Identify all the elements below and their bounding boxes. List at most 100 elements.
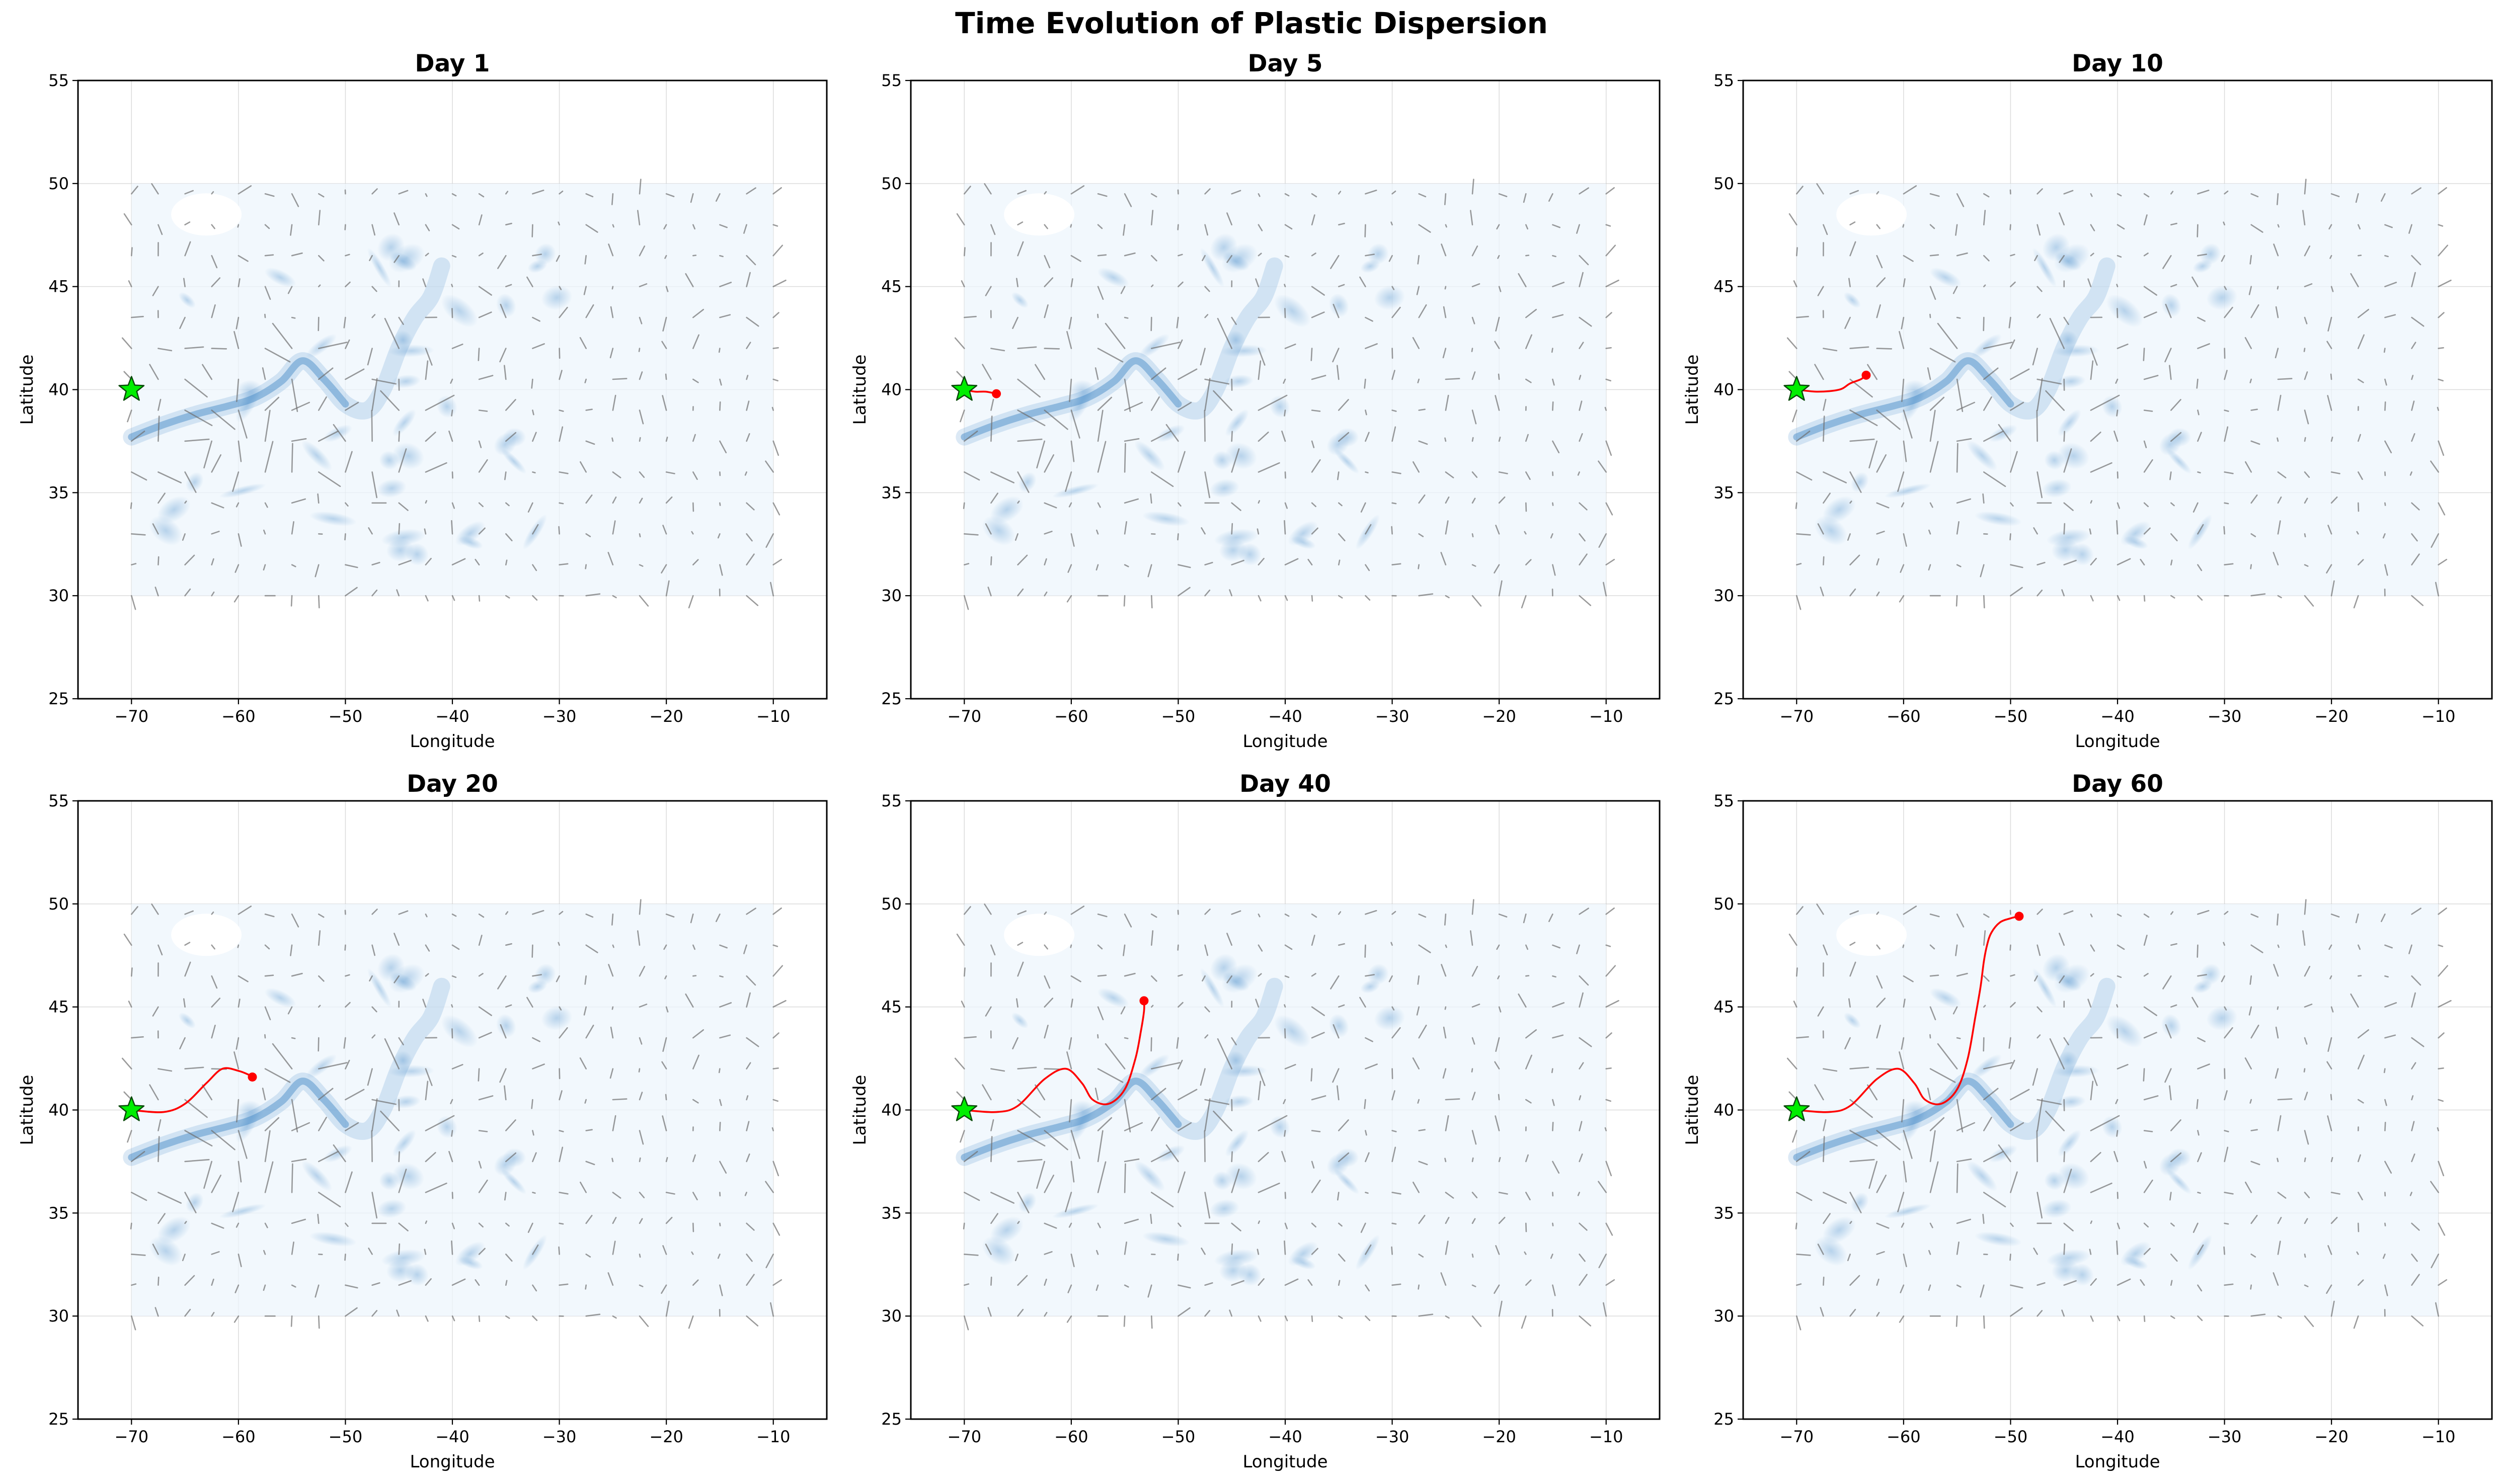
current-vector-arrow (2380, 914, 2386, 922)
current-vector-arrow (291, 1158, 307, 1163)
current-vector-arrow (746, 433, 750, 442)
current-vector-arrow (1786, 337, 1797, 349)
current-vector-arrow (127, 1130, 132, 1143)
current-vector-arrow (1231, 448, 1240, 473)
current-eddy (2042, 478, 2072, 498)
current-vector-arrow (2350, 994, 2359, 1008)
current-vector-arrow (1204, 944, 1208, 956)
current-eddy (2200, 243, 2221, 265)
current-vector-arrow (1284, 409, 1286, 417)
current-vector-arrow (1213, 390, 1232, 411)
current-vector-arrow (1307, 558, 1313, 565)
current-vector-arrow (661, 1284, 667, 1294)
current-vector-arrow (2090, 193, 2093, 197)
current-vector-arrow (771, 1127, 774, 1131)
current-vector-arrow (2357, 944, 2361, 950)
release-point-star (118, 376, 145, 401)
current-vector-arrow (2117, 558, 2131, 565)
current-vector-arrow (1598, 460, 1607, 473)
current-vector-arrow (1876, 304, 1881, 318)
current-vector-arrow (1445, 595, 1450, 599)
current-vector-arrow (719, 1002, 732, 1008)
current-vector-arrow (422, 999, 427, 1008)
current-vector-arrow (532, 910, 544, 915)
current-vector-arrow (2010, 401, 2024, 411)
current-vector-arrow (371, 286, 377, 292)
current-vector-arrow (719, 1161, 727, 1174)
current-vector-arrow (2435, 1302, 2440, 1317)
current-vector-arrow (2411, 1153, 2415, 1163)
current-vector-arrow (2037, 471, 2043, 499)
current-vector-arrow (2330, 1006, 2334, 1013)
current-eddy (379, 1171, 400, 1190)
current-vector-arrow (2224, 1090, 2228, 1101)
y-tick-label: 35 (1713, 483, 1734, 502)
current-vector-arrow (1786, 1057, 1797, 1069)
x-tick-label: −20 (649, 1427, 683, 1446)
current-vector-arrow (2384, 255, 2389, 258)
current-vector-arrow (2330, 496, 2338, 504)
current-vector-arrow (2411, 595, 2424, 606)
current-vector-arrow (1552, 440, 1560, 454)
current-vector-arrow (2090, 944, 2095, 952)
y-axis-label: Latitude (850, 355, 870, 425)
current-vector-arrow (612, 595, 617, 599)
current-vector-arrow (290, 944, 293, 956)
current-vector-arrow (2330, 471, 2340, 474)
current-vector-arrow (2438, 244, 2449, 257)
current-vector-arrow (202, 1084, 213, 1101)
current-vector-arrow (1284, 595, 1288, 601)
current-vector-arrow (1204, 1282, 1213, 1286)
current-eddy (2200, 963, 2221, 985)
current-vector-arrow (1017, 1308, 1024, 1317)
current-eddy (1219, 1259, 1247, 1282)
x-tick-label: −50 (329, 1427, 363, 1446)
current-vector-arrow (1284, 1130, 1286, 1137)
current-vector-arrow (211, 255, 218, 269)
current-vector-arrow (1337, 1085, 1340, 1101)
current-vector-arrow (1097, 348, 1124, 363)
current-vector-arrow (2304, 409, 2309, 425)
current-vector-arrow (1069, 378, 1072, 402)
current-vector-arrow (1202, 255, 1206, 262)
current-vector-arrow (2249, 378, 2252, 383)
current-vector-arrow (1525, 471, 1531, 480)
current-vector-arrow (1496, 224, 1500, 230)
current-vector-arrow (184, 554, 195, 565)
current-vector-arrow (527, 1222, 533, 1233)
current-vector-arrow (2357, 334, 2365, 349)
current-vector-arrow (1525, 559, 1532, 565)
current-vector-arrow (584, 255, 587, 265)
current-vector-arrow (639, 1092, 643, 1101)
current-vector-arrow (2223, 221, 2225, 226)
current-vector-arrow (987, 587, 992, 597)
current-vector-arrow (2090, 973, 2094, 977)
current-vector-arrow (505, 1004, 512, 1008)
current-eddy (1334, 448, 1360, 474)
current-vector-arrow (264, 944, 270, 950)
current-vector-arrow (964, 967, 966, 977)
current-vector-arrow (1849, 1159, 1875, 1163)
current-vector-arrow (2197, 189, 2210, 195)
current-vector-arrow (2037, 224, 2041, 236)
current-vector-arrow (1876, 502, 1890, 509)
current-vector-arrow (1899, 595, 1905, 603)
current-vector-arrow (291, 1284, 296, 1288)
current-eddy (1212, 1171, 1232, 1190)
y-tick-label: 50 (1713, 894, 1734, 914)
current-jet-glow (956, 977, 1283, 1166)
current-vector-arrow (345, 587, 358, 597)
current-vector-arrow (2277, 224, 2280, 228)
current-vector-arrow (1471, 409, 1477, 425)
current-vector-arrow (2250, 304, 2259, 318)
current-vector-arrow (1901, 1222, 1905, 1228)
current-vector-arrow (130, 1283, 137, 1286)
current-vector-arrow (1044, 912, 1047, 915)
current-vector-arrow (398, 1169, 407, 1193)
current-vector-arrow (505, 533, 513, 541)
current-vector-arrow (1792, 1130, 1797, 1143)
current-vector-arrow (1070, 185, 1085, 195)
current-vector-arrow (2197, 1315, 2203, 1321)
current-vector-arrow (1418, 440, 1428, 445)
current-vector-arrow (990, 1192, 1014, 1204)
